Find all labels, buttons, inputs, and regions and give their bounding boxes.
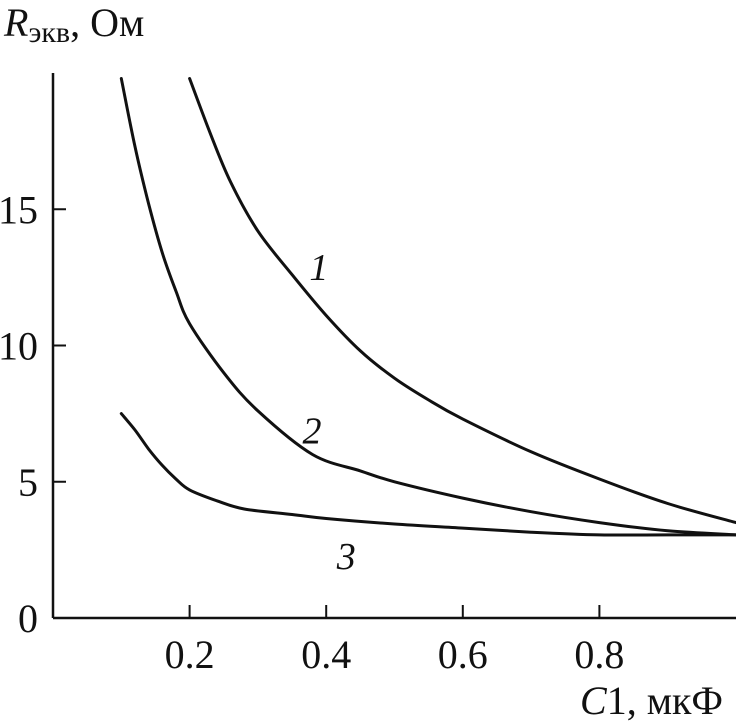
y-axis-title-main: R (3, 0, 28, 45)
y-axis-title-sub: экв (28, 16, 70, 49)
y-ticks: 0 5 10 15 (0, 187, 66, 641)
x-axis-title-text: C1, мкФ (580, 678, 723, 723)
series-2-line (119, 77, 736, 537)
x-tick-label: 0.2 (165, 632, 215, 677)
x-axis-title: C1, мкФ (580, 678, 723, 723)
y-tick-label: 5 (18, 460, 38, 505)
x-tick-label: 0.6 (438, 632, 488, 677)
y-tick-label: 0 (18, 596, 38, 641)
y-tick-label: 15 (0, 187, 38, 232)
series-1-line (188, 77, 736, 525)
curves (119, 77, 736, 537)
x-tick-label: 0.8 (574, 632, 624, 677)
y-tick-label: 10 (0, 324, 38, 369)
curve-labels: 1 2 3 (303, 247, 356, 578)
y-axis-title-text: Rэкв, Ом (3, 0, 144, 49)
series-2-label: 2 (303, 411, 322, 453)
y-axis-title-unit: , Ом (70, 0, 144, 45)
x-axis-title-main: C (580, 678, 608, 723)
x-axis-title-rest: 1, мкФ (607, 678, 723, 723)
series-3-label: 3 (336, 536, 356, 578)
series-3-line (119, 412, 736, 537)
x-tick-label: 0.4 (301, 632, 351, 677)
y-axis-title: Rэкв, Ом (3, 0, 144, 49)
x-ticks: 0.2 0.4 0.6 0.8 (165, 605, 624, 677)
series-1-label: 1 (309, 247, 328, 289)
